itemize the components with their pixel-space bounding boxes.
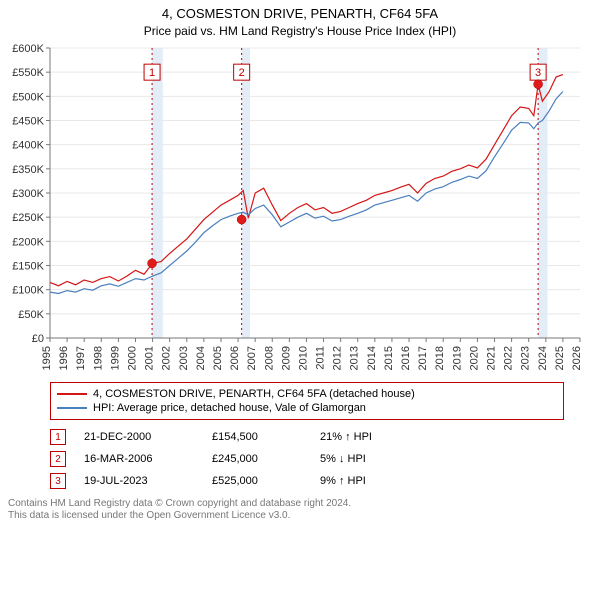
svg-text:2002: 2002: [161, 346, 173, 370]
svg-text:2006: 2006: [229, 346, 241, 370]
event-price: £154,500: [212, 431, 302, 443]
svg-text:£350K: £350K: [12, 164, 44, 176]
svg-text:£400K: £400K: [12, 140, 44, 152]
legend-swatch-hpi: [57, 407, 87, 409]
legend: 4, COSMESTON DRIVE, PENARTH, CF64 5FA (d…: [50, 382, 564, 420]
event-marker-icon: 3: [50, 473, 66, 489]
svg-text:2007: 2007: [246, 346, 258, 370]
price-chart: £0 £50K £100K £150K £200K £250K £300K £350K £400…: [0, 42, 600, 382]
svg-text:2021: 2021: [486, 346, 498, 370]
svg-text:1997: 1997: [75, 346, 87, 370]
legend-swatch-property: [57, 393, 87, 395]
svg-text:2017: 2017: [417, 346, 429, 370]
svg-text:3: 3: [535, 67, 541, 79]
event-delta: 9% ↑ HPI: [320, 475, 410, 487]
svg-text:2005: 2005: [212, 346, 224, 370]
event-date: 16-MAR-2006: [84, 453, 194, 465]
svg-text:1996: 1996: [58, 346, 70, 370]
svg-text:1: 1: [149, 67, 155, 79]
event-marker-icon: 2: [50, 451, 66, 467]
legend-label: 4, COSMESTON DRIVE, PENARTH, CF64 5FA (d…: [93, 387, 415, 401]
svg-text:2003: 2003: [178, 346, 190, 370]
svg-text:£150K: £150K: [12, 261, 44, 273]
svg-text:2020: 2020: [468, 346, 480, 370]
svg-text:2022: 2022: [503, 346, 515, 370]
svg-text:£300K: £300K: [12, 188, 44, 200]
event-date: 19-JUL-2023: [84, 475, 194, 487]
event-price: £525,000: [212, 475, 302, 487]
svg-text:£50K: £50K: [18, 309, 44, 321]
svg-text:2019: 2019: [451, 346, 463, 370]
event-row: 1 21-DEC-2000 £154,500 21% ↑ HPI: [50, 426, 564, 448]
svg-text:£450K: £450K: [12, 116, 44, 128]
svg-text:2000: 2000: [126, 346, 138, 370]
svg-text:2018: 2018: [434, 346, 446, 370]
svg-text:2026: 2026: [571, 346, 583, 370]
svg-text:1995: 1995: [41, 346, 53, 370]
svg-text:2012: 2012: [332, 346, 344, 370]
legend-label: HPI: Average price, detached house, Vale…: [93, 401, 366, 415]
svg-text:2014: 2014: [366, 346, 378, 370]
svg-text:2013: 2013: [349, 346, 361, 370]
event-row: 3 19-JUL-2023 £525,000 9% ↑ HPI: [50, 470, 564, 492]
chart-title: 4, COSMESTON DRIVE, PENARTH, CF64 5FA: [0, 0, 600, 22]
footer: Contains HM Land Registry data © Crown c…: [0, 492, 600, 522]
svg-text:£250K: £250K: [12, 212, 44, 224]
footer-line1: Contains HM Land Registry data © Crown c…: [8, 498, 351, 509]
svg-text:£550K: £550K: [12, 67, 44, 79]
svg-text:£600K: £600K: [12, 43, 44, 55]
event-price: £245,000: [212, 453, 302, 465]
event-delta: 5% ↓ HPI: [320, 453, 410, 465]
event-table: 1 21-DEC-2000 £154,500 21% ↑ HPI 2 16-MA…: [50, 426, 564, 492]
event-date: 21-DEC-2000: [84, 431, 194, 443]
svg-text:£100K: £100K: [12, 285, 44, 297]
svg-text:£0: £0: [32, 333, 44, 345]
svg-text:2011: 2011: [315, 346, 327, 370]
svg-text:2008: 2008: [263, 346, 275, 370]
event-marker-icon: 1: [50, 429, 66, 445]
svg-text:2016: 2016: [400, 346, 412, 370]
svg-text:2010: 2010: [297, 346, 309, 370]
svg-text:2025: 2025: [554, 346, 566, 370]
svg-text:2024: 2024: [537, 346, 549, 370]
svg-text:£500K: £500K: [12, 91, 44, 103]
svg-text:1998: 1998: [92, 346, 104, 370]
svg-text:2015: 2015: [383, 346, 395, 370]
legend-item-property: 4, COSMESTON DRIVE, PENARTH, CF64 5FA (d…: [57, 387, 557, 401]
svg-text:2009: 2009: [280, 346, 292, 370]
svg-text:£200K: £200K: [12, 236, 44, 248]
svg-text:2023: 2023: [520, 346, 532, 370]
chart-subtitle: Price paid vs. HM Land Registry's House …: [0, 22, 600, 42]
svg-text:2: 2: [239, 67, 245, 79]
legend-item-hpi: HPI: Average price, detached house, Vale…: [57, 401, 557, 415]
footer-line2: This data is licensed under the Open Gov…: [8, 510, 290, 521]
svg-text:2004: 2004: [195, 346, 207, 370]
svg-text:1999: 1999: [109, 346, 121, 370]
event-delta: 21% ↑ HPI: [320, 431, 410, 443]
svg-text:2001: 2001: [144, 346, 156, 370]
event-row: 2 16-MAR-2006 £245,000 5% ↓ HPI: [50, 448, 564, 470]
